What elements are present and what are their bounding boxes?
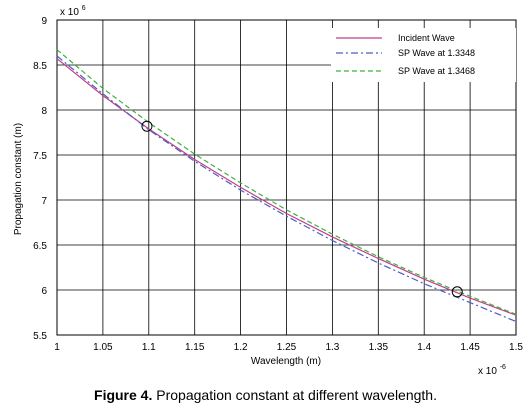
- x-ticks: 1 1.05 1.1 1.15 1.2 1.25 1.3 1.35 1.4 1.45 1.5: [54, 342, 523, 353]
- x-tick-label: 1.5: [509, 342, 523, 353]
- y-tick-label: 8.5: [33, 61, 47, 72]
- y-tick-label: 9: [41, 16, 47, 27]
- y-tick-label: 8: [41, 106, 47, 117]
- y-tick-label: 6.5: [33, 241, 47, 252]
- legend-label-1: Incident Wave: [398, 33, 455, 43]
- x-tick-label: 1.3: [325, 342, 339, 353]
- legend-label-3: SP Wave at 1.3468: [398, 66, 475, 76]
- y-tick-label: 7.5: [33, 151, 47, 162]
- x-tick-label: 1: [54, 342, 60, 353]
- legend: Incident Wave SP Wave at 1.3348 SP Wave at…: [331, 28, 516, 82]
- y-tick-label: 7: [41, 196, 47, 207]
- series-line-1: [56, 58, 517, 316]
- marker-circle: [451, 286, 463, 298]
- x-tick-label: 1.45: [460, 342, 480, 353]
- y-tick-label: 5.5: [33, 331, 47, 342]
- chart: 1 1.05 1.1 1.15 1.2 1.25 1.3 1.35 1.4 1.45 1.5 5.5…: [13, 5, 523, 377]
- y-tick-label: 6: [41, 286, 47, 297]
- markers-group: [141, 120, 463, 298]
- y-ticks: 5.5 6 6.5 7 7.5 8 8.5 9: [33, 16, 47, 342]
- legend-label-2: SP Wave at 1.3348: [398, 48, 475, 58]
- x-tick-label: 1.25: [277, 342, 297, 353]
- caption-label: Figure 4.: [94, 387, 153, 403]
- series-line-2: [56, 55, 517, 323]
- caption-text: Propagation constant at different wavele…: [152, 387, 437, 403]
- y-multiplier: x 10 6: [60, 5, 86, 18]
- x-tick-label: 1.35: [369, 342, 389, 353]
- x-tick-label: 1.1: [142, 342, 156, 353]
- x-multiplier: x 10 -6: [478, 364, 506, 377]
- legend-box: [331, 28, 516, 82]
- x-tick-label: 1.4: [417, 342, 431, 353]
- series-line-3: [56, 49, 517, 315]
- x-tick-label: 1.15: [185, 342, 205, 353]
- plot-frame: [56, 19, 517, 336]
- x-tick-label: 1.2: [234, 342, 248, 353]
- x-axis-label: Wavelength (m): [251, 356, 321, 367]
- figure-caption: Figure 4. Propagation constant at differ…: [0, 387, 531, 403]
- x-tick-label: 1.05: [93, 342, 113, 353]
- series-group: [56, 49, 517, 323]
- marker-circle: [141, 120, 153, 132]
- y-axis-label: Propagation constant (m): [13, 123, 24, 235]
